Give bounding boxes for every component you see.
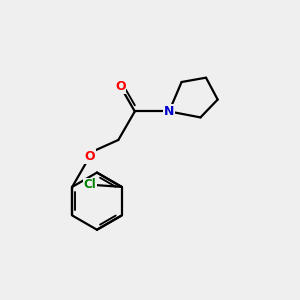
Text: O: O	[85, 150, 95, 163]
Text: O: O	[115, 80, 126, 93]
Text: Cl: Cl	[84, 178, 96, 191]
Text: N: N	[164, 105, 174, 118]
